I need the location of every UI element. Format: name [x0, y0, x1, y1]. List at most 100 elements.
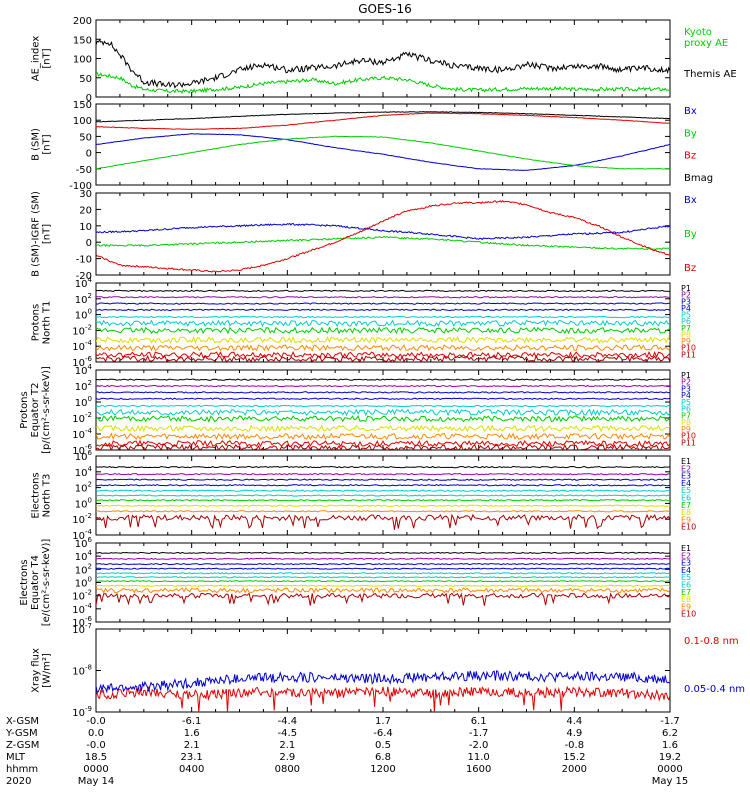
y-tick-label: 100 [75, 576, 92, 590]
y-tick-label: 102 [75, 481, 92, 495]
legend-bx: Bx [684, 106, 697, 117]
channel-line-e7 [96, 580, 670, 583]
x-axis-cell: 4.4 [566, 716, 582, 727]
y-tick-label: 104 [75, 363, 93, 377]
x-axis-cell: 19.2 [659, 752, 681, 763]
y-tick-label: -10 [76, 255, 92, 266]
channel-line-e8 [96, 504, 670, 507]
x-axis-cell: 4.9 [566, 728, 582, 739]
channel-label-p8: P8 [681, 330, 691, 339]
y-tick-label: 150 [73, 35, 92, 46]
channel-label-e2: E2 [681, 464, 691, 473]
x-axis-cell: -4.4 [278, 716, 298, 727]
channel-label-p9: P9 [681, 425, 691, 434]
x-axis-cell: 6.8 [375, 752, 391, 763]
panel-8: 10-7 10-8 10-9 Xray flux[W/m²] 0.1-0.8 nm 0.0… [31, 622, 746, 719]
x-axis-cell: 11.0 [468, 752, 490, 763]
y-tick-label: 10-2 [72, 411, 92, 425]
channel-label-p2: P2 [681, 291, 691, 300]
channel-line-e1 [96, 465, 670, 469]
data-marks [96, 465, 670, 530]
channel-label-e7: E7 [681, 501, 691, 510]
y-tick-label: 0 [86, 149, 92, 160]
x-axis-table: X-GSMY-GSMZ-GSMMLThhmm2020-0.00.0-0.018.… [5, 716, 688, 787]
y-tick-label: 10-6 [72, 443, 92, 457]
channel-label-p5: P5 [681, 311, 691, 320]
y-axis-label-text: ElectronsNorth T3 [31, 472, 53, 518]
channel-label-p10: P10 [681, 344, 696, 353]
data-marks [96, 670, 670, 712]
y-tick-label: 100 [75, 395, 92, 409]
panel-frame [95, 542, 671, 623]
legend-kyoto-proxy-ae: Kyoto proxy AE [684, 27, 728, 49]
x-axis-cell: 0400 [179, 764, 204, 775]
channel-label-p6: P6 [681, 405, 691, 414]
channel-label-p4: P4 [681, 391, 691, 400]
y-tick-label: 10-4 [72, 427, 92, 441]
series-line-bz [96, 199, 670, 273]
y-axis-label-text: B (SM)-IGRF (SM)[nT] [31, 191, 53, 277]
x-axis-cell: 0.0 [88, 728, 104, 739]
channel-label-e1: E1 [681, 457, 691, 466]
channel-line-p5 [96, 404, 670, 408]
legend-bmag: Bmag [684, 173, 713, 184]
y-tick-label: 200 [73, 16, 92, 27]
x-axis-cell: 2000 [562, 764, 587, 775]
channel-line-p10 [96, 439, 670, 448]
x-axis-cell: 1.6 [662, 740, 678, 751]
x-row-label: hhmm [6, 764, 38, 775]
x-axis-cell: -0.0 [86, 740, 106, 751]
channel-line-p9 [96, 344, 670, 352]
y-tick-label: 50 [79, 74, 92, 85]
x-axis-cell: 1200 [370, 764, 395, 775]
channel-line-p7 [96, 326, 670, 335]
series-line-by [96, 135, 670, 170]
y-tick-label: 0 [86, 93, 92, 104]
y-tick-label: -100 [69, 181, 92, 192]
channel-label-p5: P5 [681, 398, 691, 407]
channel-line-p2 [96, 384, 670, 388]
channel-label-p11: P11 [681, 438, 696, 447]
channel-line-e10 [96, 513, 670, 530]
channel-label-e4: E4 [681, 479, 691, 488]
channel-label-e4: E4 [681, 566, 691, 575]
channel-line-e9 [96, 587, 670, 594]
channel-label-e10: E10 [681, 610, 696, 619]
channel-line-p1 [96, 289, 670, 293]
legend-bx: Bx [684, 195, 697, 206]
series-line-bx [96, 133, 670, 172]
y-tick-label: 20 [79, 205, 92, 216]
channel-line-p4 [96, 308, 670, 312]
channel-label-e8: E8 [681, 508, 691, 517]
channel-label-p1: P1 [681, 284, 691, 293]
y-axis-label-text: B (SM)[nT] [31, 128, 53, 161]
x-axis-cell: 1600 [466, 764, 491, 775]
y-tick-label: -50 [76, 165, 92, 176]
x-axis-cell: -0.0 [86, 716, 106, 727]
channel-line-p6 [96, 319, 670, 328]
channel-label-p4: P4 [681, 304, 691, 313]
y-axis-label-text: ElectronsEquator T4[e/(cm²-s-sr-keV)] [19, 539, 52, 627]
channel-line-e4 [96, 567, 670, 570]
y-tick-label: 10-4 [72, 339, 92, 353]
channel-line-e3 [96, 562, 670, 566]
panel-frame [95, 192, 671, 276]
channel-line-e2 [96, 472, 670, 476]
y-tick-label: 100 [73, 116, 92, 127]
x-axis-cell: 0000 [657, 764, 682, 775]
channel-label-p6: P6 [681, 317, 691, 326]
channel-label-e6: E6 [681, 494, 691, 503]
panel-3: -20 -10 0 10 20 30 B (SM)-IGRF (SM)[nT] Bx By Bz [31, 189, 697, 282]
x-axis-cell: -1.7 [469, 728, 489, 739]
y-tick-label: 10-2 [72, 589, 92, 603]
channel-label-p7: P7 [681, 411, 691, 420]
series-line-0-1-0-8-nm [96, 685, 670, 712]
x-axis-cell: 0800 [275, 764, 300, 775]
channel-line-p3 [96, 302, 670, 305]
channel-line-p7 [96, 414, 670, 423]
channel-line-e7 [96, 499, 670, 502]
y-tick-label: 102 [75, 292, 92, 306]
y-tick-label: 106 [75, 536, 93, 550]
